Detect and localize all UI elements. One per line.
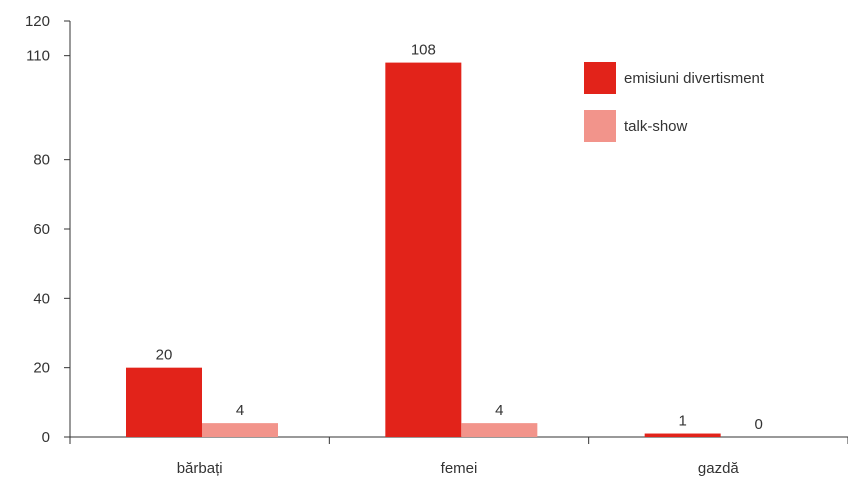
y-tick-label: 80 <box>33 152 50 169</box>
x-axis: bărbați femei gazdă <box>69 436 848 477</box>
data-label: 4 <box>236 402 244 419</box>
data-label: 4 <box>495 402 503 419</box>
bar-0-2 <box>644 433 721 437</box>
y-tick-label: 40 <box>33 290 50 307</box>
x-tick-label: femei <box>441 460 478 477</box>
y-tick-label: 110 <box>26 48 50 65</box>
y-tick-label: 20 <box>33 360 50 377</box>
data-label: 20 <box>156 347 173 364</box>
legend-label: emisiuni divertisment <box>624 70 765 87</box>
bar-1-0 <box>202 423 278 437</box>
legend-swatch <box>584 62 616 94</box>
y-tick-label: 60 <box>33 221 50 238</box>
bar-0-0 <box>126 367 202 437</box>
legend-label: talk-show <box>624 118 688 135</box>
x-tick-label: bărbați <box>177 460 223 477</box>
data-label: 108 <box>411 42 436 59</box>
data-label: 1 <box>678 413 686 430</box>
y-tick-label: 120 <box>25 13 50 30</box>
bars: 20 108 1 4 4 0 <box>126 42 763 437</box>
y-tick-label: 0 <box>42 429 50 446</box>
bar-0-1 <box>385 62 462 437</box>
y-axis: 0 20 40 60 80 110 120 <box>25 13 71 446</box>
x-tick-label: gazdă <box>698 460 740 477</box>
data-label: 0 <box>754 416 762 433</box>
bar-1-1 <box>461 423 538 437</box>
legend: emisiuni divertisment talk-show <box>584 62 765 142</box>
legend-swatch <box>584 110 616 142</box>
